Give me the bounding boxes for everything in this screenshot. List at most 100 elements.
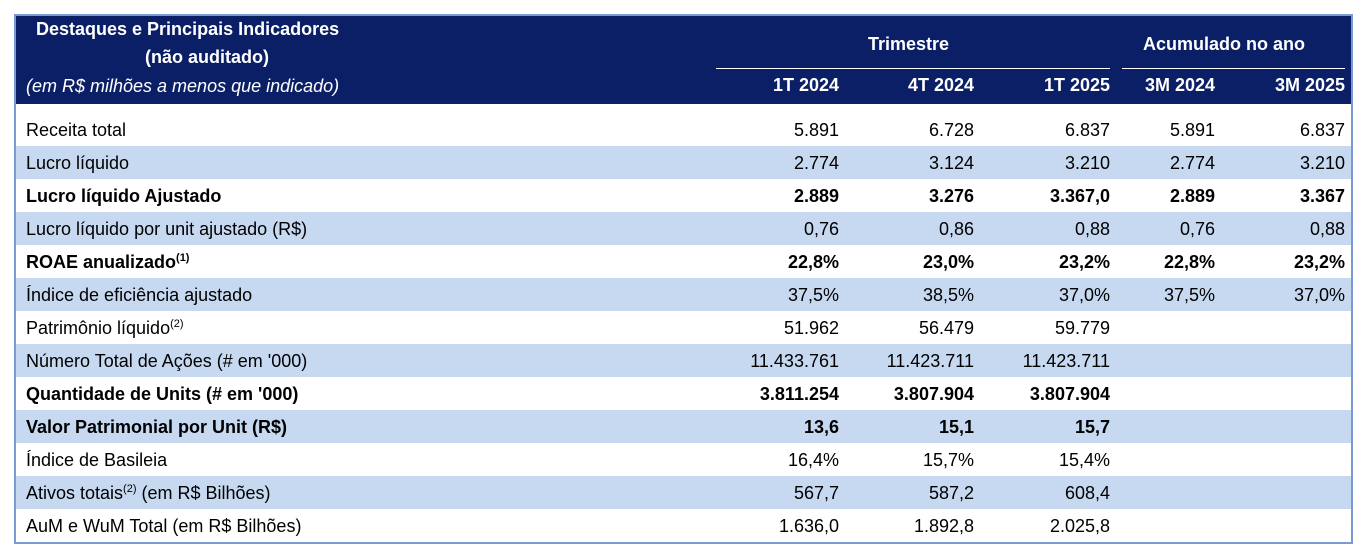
row-label-suffix: (em R$ Bilhões) (136, 483, 271, 503)
row-value: 13,6 (803, 417, 839, 437)
row-value: 11.433.761 (750, 351, 839, 371)
row-label: Lucro líquido Ajustado (26, 186, 221, 207)
row-label-text: Valor Patrimonial por Unit (R$) (26, 417, 288, 437)
row-value: 15,7% (922, 450, 974, 470)
row-label: Lucro líquido (26, 153, 129, 174)
period-header: 1T 2025 (1043, 75, 1110, 95)
table-row: Número Total de Ações (# em '000) 11.433.… (16, 344, 1351, 377)
group-header-ytd: Acumulado no ano (1143, 34, 1305, 54)
table-body: Receita total 5.891 6.728 6.837 5.891 6.837 Lu… (16, 113, 1351, 542)
row-label-text: Quantidade de Units (# em '000) (26, 384, 299, 404)
group-underline-ytd (1122, 68, 1345, 69)
row-value: 37,0% (1293, 285, 1345, 305)
table-row: Patrimônio líquido(2) 51.962 56.479 59.779 (16, 311, 1351, 344)
row-value: 3.124 (928, 153, 974, 173)
table-row: Quantidade de Units (# em '000) 3.811.254… (16, 377, 1351, 410)
footnote-ref: (1) (176, 252, 190, 264)
row-label: Receita total (26, 120, 126, 141)
table-row: AuM e WuM Total (em R$ Bilhões) 1.636,0 1.… (16, 509, 1351, 542)
row-label: Índice de Basileia (26, 450, 167, 471)
row-value: 0,86 (938, 219, 974, 239)
row-label-text: Receita total (26, 120, 127, 140)
row-value: 3.210 (1299, 153, 1345, 173)
row-label-text: Ativos totais (26, 483, 124, 503)
table-title: Destaques e Principais Indicadores (36, 19, 340, 39)
row-value: 11.423.711 (1022, 351, 1110, 371)
footnote-ref: (2) (170, 318, 184, 330)
row-value: 5.891 (793, 120, 839, 140)
row-label-text: Índice de Basileia (26, 450, 168, 470)
row-label: AuM e WuM Total (em R$ Bilhões) (26, 516, 301, 537)
row-value: 5.891 (1169, 120, 1215, 140)
period-header: 3M 2025 (1274, 75, 1345, 95)
period-header: 3M 2024 (1144, 75, 1215, 95)
row-value: 23,0% (922, 252, 974, 272)
row-value: 15,4% (1058, 450, 1110, 470)
row-value: 3.811.254 (759, 384, 839, 404)
table-row: Índice de Basileia 16,4% 15,7% 15,4% (16, 443, 1351, 476)
row-label: Ativos totais(2) (em R$ Bilhões) (26, 483, 271, 504)
row-value: 2.889 (1169, 186, 1215, 206)
row-value: 608,4 (1064, 483, 1110, 503)
row-value: 1.892,8 (913, 516, 974, 536)
row-label-text: Lucro líquido (26, 153, 130, 173)
row-value: 0,88 (1074, 219, 1110, 239)
footnote-ref: (2) (123, 483, 137, 495)
row-label-text: ROAE anualizado (26, 252, 177, 272)
row-value: 3.367,0 (1049, 186, 1110, 206)
group-underline-quarter (716, 68, 1110, 69)
table-row: ROAE anualizado(1) 22,8% 23,0% 23,2% 22,8% 23… (16, 245, 1351, 278)
row-label-text: Índice de eficiência ajustado (26, 285, 253, 305)
row-value: 587,2 (928, 483, 974, 503)
row-label-text: Lucro líquido por unit ajustado (R$) (26, 219, 308, 239)
row-value: 6.837 (1064, 120, 1110, 140)
row-value: 2.889 (793, 186, 839, 206)
row-label-text: Patrimônio líquido (26, 318, 171, 338)
row-value: 1.636,0 (778, 516, 839, 536)
row-value: 0,76 (803, 219, 839, 239)
row-value: 22,8% (1163, 252, 1215, 272)
row-label: ROAE anualizado(1) (26, 252, 189, 273)
table-row: Receita total 5.891 6.728 6.837 5.891 6.837 (16, 113, 1351, 146)
row-label-text: Lucro líquido Ajustado (26, 186, 222, 206)
row-value: 23,2% (1058, 252, 1110, 272)
row-value: 0,76 (1179, 219, 1215, 239)
row-label-text: Número Total de Ações (# em '000) (26, 351, 308, 371)
table-row: Índice de eficiência ajustado 37,5% 38,5% 3… (16, 278, 1351, 311)
row-value: 56.479 (918, 318, 974, 338)
table-row: Ativos totais(2) (em R$ Bilhões) 567,7 587… (16, 476, 1351, 509)
row-value: 6.837 (1299, 120, 1345, 140)
period-header: 4T 2024 (907, 75, 974, 95)
row-value: 22,8% (787, 252, 839, 272)
indicators-table: Destaques e Principais Indicadores (não … (14, 14, 1353, 544)
row-value: 3.210 (1064, 153, 1110, 173)
table-row: Lucro líquido 2.774 3.124 3.210 2.774 3.210 (16, 146, 1351, 179)
row-value: 15,7 (1074, 417, 1110, 437)
table-header: Destaques e Principais Indicadores (não … (16, 16, 1351, 104)
row-label: Número Total de Ações (# em '000) (26, 351, 307, 372)
row-label: Lucro líquido por unit ajustado (R$) (26, 219, 307, 240)
row-value: 38,5% (922, 285, 974, 305)
row-value: 3.367 (1299, 186, 1345, 206)
row-value: 37,5% (1163, 285, 1215, 305)
row-value: 37,5% (787, 285, 839, 305)
row-value: 567,7 (793, 483, 839, 503)
row-value: 37,0% (1058, 285, 1110, 305)
row-value: 15,1 (938, 417, 974, 437)
row-label: Quantidade de Units (# em '000) (26, 384, 298, 405)
table-title-note: (não auditado) (145, 47, 269, 67)
period-header: 1T 2024 (772, 75, 839, 95)
row-value: 0,88 (1309, 219, 1345, 239)
row-value: 59.779 (1054, 318, 1110, 338)
row-value: 16,4% (787, 450, 839, 470)
row-value: 2.025,8 (1049, 516, 1110, 536)
row-value: 6.728 (928, 120, 974, 140)
row-value: 3.807.904 (1029, 384, 1110, 404)
row-value: 3.807.904 (893, 384, 974, 404)
row-value: 2.774 (793, 153, 839, 173)
table-units-note: (em R$ milhões a menos que indicado) (26, 76, 340, 96)
row-value: 11.423.711 (886, 351, 974, 371)
row-label: Valor Patrimonial por Unit (R$) (26, 417, 287, 438)
table-row: Valor Patrimonial por Unit (R$) 13,6 15,1 1… (16, 410, 1351, 443)
row-value: 51.962 (783, 318, 839, 338)
